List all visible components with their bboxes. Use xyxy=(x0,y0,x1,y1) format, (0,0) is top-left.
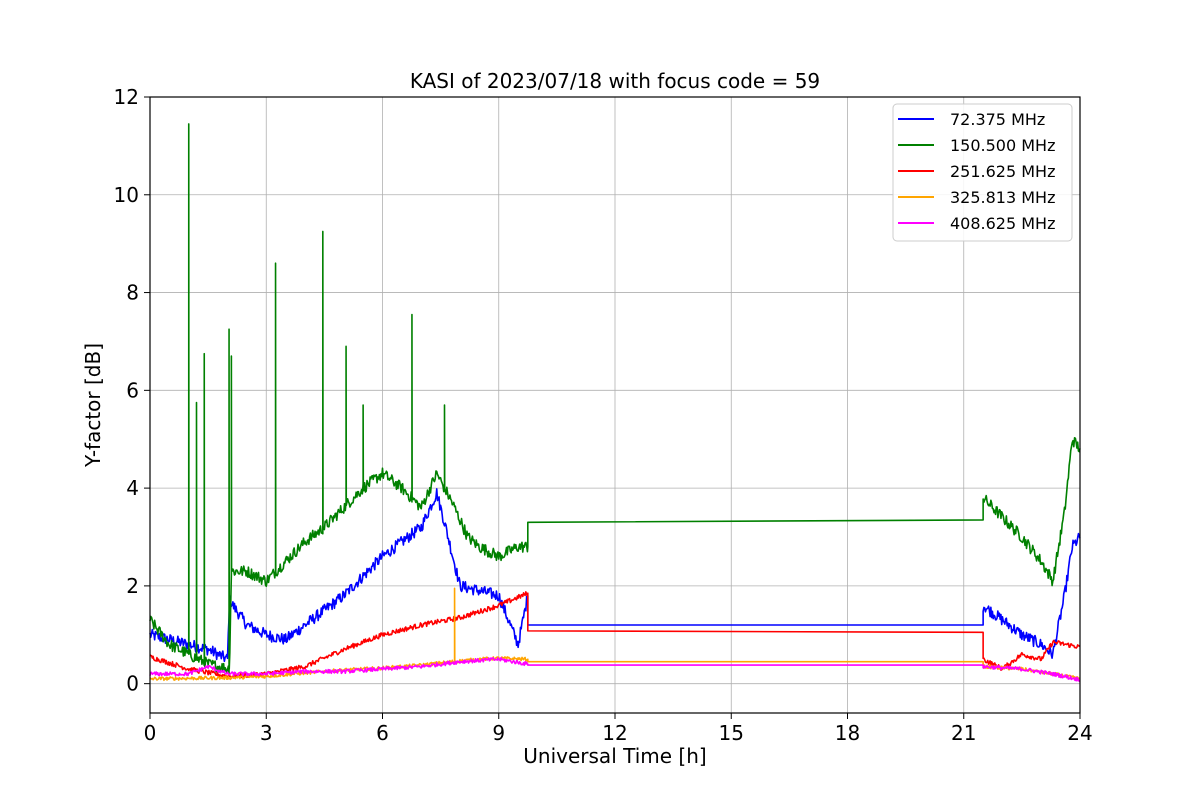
legend: 72.375 MHz 150.500 MHz 251.625 MHz 325.813 … xyxy=(892,103,1073,242)
legend-label: 325.813 MHz xyxy=(950,188,1055,207)
x-tick-label: 0 xyxy=(144,721,157,745)
series-line-5 xyxy=(149,656,1081,683)
x-tick-label: 15 xyxy=(719,721,744,745)
y-tick-label: 4 xyxy=(126,476,139,500)
y-tick-label: 6 xyxy=(126,378,139,402)
y-tick-label: 10 xyxy=(114,183,139,207)
legend-label: 72.375 MHz xyxy=(950,110,1045,129)
x-tick-label: 3 xyxy=(260,721,273,745)
x-tick-label: 12 xyxy=(602,721,627,745)
series-line-2 xyxy=(149,123,1081,676)
legend-box xyxy=(892,103,1073,242)
x-tick-label: 18 xyxy=(835,721,860,745)
x-tick-label: 24 xyxy=(1067,721,1092,745)
y-tick-label: 8 xyxy=(126,281,139,305)
legend-entries: 72.375 MHz 150.500 MHz 251.625 MHz 325.813 … xyxy=(898,110,1055,233)
x-tick-label: 21 xyxy=(951,721,976,745)
legend-label: 150.500 MHz xyxy=(950,136,1055,155)
x-tick-label: 6 xyxy=(376,721,389,745)
series-layer xyxy=(149,123,1081,683)
y-tick-label: 0 xyxy=(126,672,139,696)
x-axis-label: Universal Time [h] xyxy=(523,744,706,768)
x-tick-label: 9 xyxy=(492,721,505,745)
legend-label: 251.625 MHz xyxy=(950,162,1055,181)
legend-label: 408.625 MHz xyxy=(950,214,1055,233)
chart-title: KASI of 2023/07/18 with focus code = 59 xyxy=(410,69,820,93)
y-axis-label: Y-factor [dB] xyxy=(81,343,105,468)
grid-layer xyxy=(149,96,1081,713)
y-tick-label: 2 xyxy=(126,574,139,598)
y-tick-label: 12 xyxy=(114,85,139,109)
